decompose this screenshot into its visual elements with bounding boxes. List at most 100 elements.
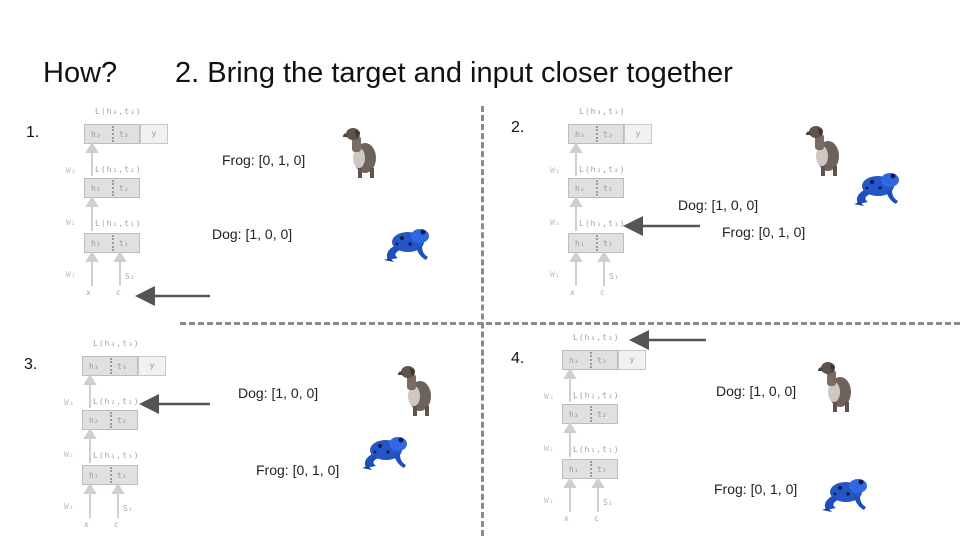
box-separator [110, 412, 112, 428]
box-separator [590, 406, 592, 422]
vertical-divider [481, 106, 484, 536]
dog-label-q2: Dog: [1, 0, 0] [678, 197, 759, 213]
dog-ear [818, 128, 823, 137]
network-arrows [569, 142, 611, 286]
network-diagram-3: L(h₃,t₃) h₃ t₃ y L(h₂,t₂) h₂ t₂ L(h₁,t₁)… [60, 338, 190, 529]
network-arrows [83, 374, 125, 518]
dog-ear [410, 368, 415, 377]
frog-label-q2: Frog: [0, 1, 0] [722, 224, 806, 240]
dog-leg-front [358, 168, 362, 178]
network-arrows [563, 368, 605, 512]
box-separator [590, 352, 592, 368]
dog-snout [398, 371, 404, 375]
dog-image-q1 [343, 128, 376, 178]
frog-leg-back [824, 496, 838, 510]
network-arrows [85, 142, 127, 286]
box-separator [112, 180, 114, 196]
w3-label: W₃ [66, 166, 76, 175]
frog-leg-front [886, 190, 898, 204]
dog-ear [355, 130, 360, 139]
frog-leg-back [364, 454, 378, 468]
dog-leg-front [413, 406, 417, 416]
loss-mid-label: L(h₂,t₂) [573, 391, 620, 400]
title-main: 2. Bring the target and input closer tog… [175, 57, 733, 89]
t2-label: t₂ [119, 184, 129, 193]
y-box: y [624, 124, 652, 144]
frog-leg-front [394, 454, 406, 468]
frog-leg-front [416, 246, 428, 260]
w3-label: W₃ [64, 398, 74, 407]
w2-label: W₂ [544, 444, 554, 453]
h2-label: h₂ [89, 416, 99, 425]
h1-t1-box: h₁ t₁ [562, 459, 618, 479]
w2-label: W₂ [64, 450, 74, 459]
s1-label: S₁ [125, 272, 135, 281]
dog-neck [407, 374, 416, 390]
quadrant-3-number: 3. [24, 356, 38, 373]
frog-head [411, 229, 429, 243]
h1-label: h₁ [575, 239, 585, 248]
frog-head [389, 437, 407, 451]
frog-foot [384, 258, 394, 262]
dog-snout [818, 367, 824, 371]
loss-top-label: L(h₃,t₃) [93, 339, 140, 348]
t2-label: t₂ [603, 184, 613, 193]
frog-image-q2 [854, 173, 899, 206]
h1-t1-box: h₁ t₁ [568, 233, 624, 253]
dog-leg-back [370, 168, 374, 178]
box-separator [112, 126, 114, 142]
x-label: x [564, 514, 569, 523]
loss-top-label: L(h₃,t₃) [579, 107, 626, 116]
h3-t3-box: h₃ t₃ [562, 350, 618, 370]
loss-top-label: L(h₃,t₃) [573, 333, 620, 342]
frog-foot [362, 466, 372, 470]
frog-eye [420, 229, 426, 235]
box-separator [112, 235, 114, 251]
h1-t1-box: h₁ t₁ [84, 233, 140, 253]
x-label: x [86, 288, 91, 297]
dog-leg-front [821, 166, 825, 176]
dog-chest [828, 382, 840, 402]
w1-label: W₁ [64, 502, 74, 511]
dog-chest [408, 386, 420, 406]
frog-image-q3 [362, 437, 407, 470]
h2-label: h₂ [575, 184, 585, 193]
dog-leg-back [425, 406, 429, 416]
loss-mid-label: L(h₂,t₂) [95, 165, 142, 174]
frog-image-q4 [822, 479, 867, 512]
h2-label: h₂ [569, 410, 579, 419]
x-label: x [84, 520, 89, 529]
dog-neck [827, 370, 836, 386]
w2-label: W₂ [550, 218, 560, 227]
frog-foot [822, 508, 832, 512]
loss-mid-label: L(h₂,t₂) [93, 397, 140, 406]
t3-label: t₃ [603, 130, 613, 139]
t2-label: t₂ [117, 416, 127, 425]
w2-label: W₂ [66, 218, 76, 227]
quadrant-4-number: 4. [511, 350, 525, 367]
h2-t2-box: h₂ t₂ [568, 178, 624, 198]
network-diagram-2: L(h₃,t₃) h₃ t₃ y L(h₂,t₂) h₂ t₂ L(h₁,t₁)… [546, 106, 676, 297]
frog-image-q1 [384, 229, 429, 262]
box-separator [596, 126, 598, 142]
box-separator [596, 235, 598, 251]
dog-chest [816, 146, 828, 166]
dog-leg-back [845, 402, 849, 412]
w1-label: W₁ [544, 496, 554, 505]
quadrant-2-number: 2. [511, 119, 525, 136]
dog-image-q3 [398, 366, 431, 416]
box-separator [596, 180, 598, 196]
w3-label: W₃ [550, 166, 560, 175]
c-label: c [116, 288, 121, 297]
frog-foot [854, 202, 864, 206]
c-label: c [114, 520, 119, 529]
t1-label: t₁ [603, 239, 613, 248]
frog-eye [398, 437, 404, 443]
h1-label: h₁ [89, 471, 99, 480]
h3-label: h₃ [575, 130, 585, 139]
box-separator [110, 467, 112, 483]
h1-label: h₁ [91, 239, 101, 248]
y-box: y [618, 350, 646, 370]
h1-label: h₁ [569, 465, 579, 474]
frog-eye [890, 173, 896, 179]
